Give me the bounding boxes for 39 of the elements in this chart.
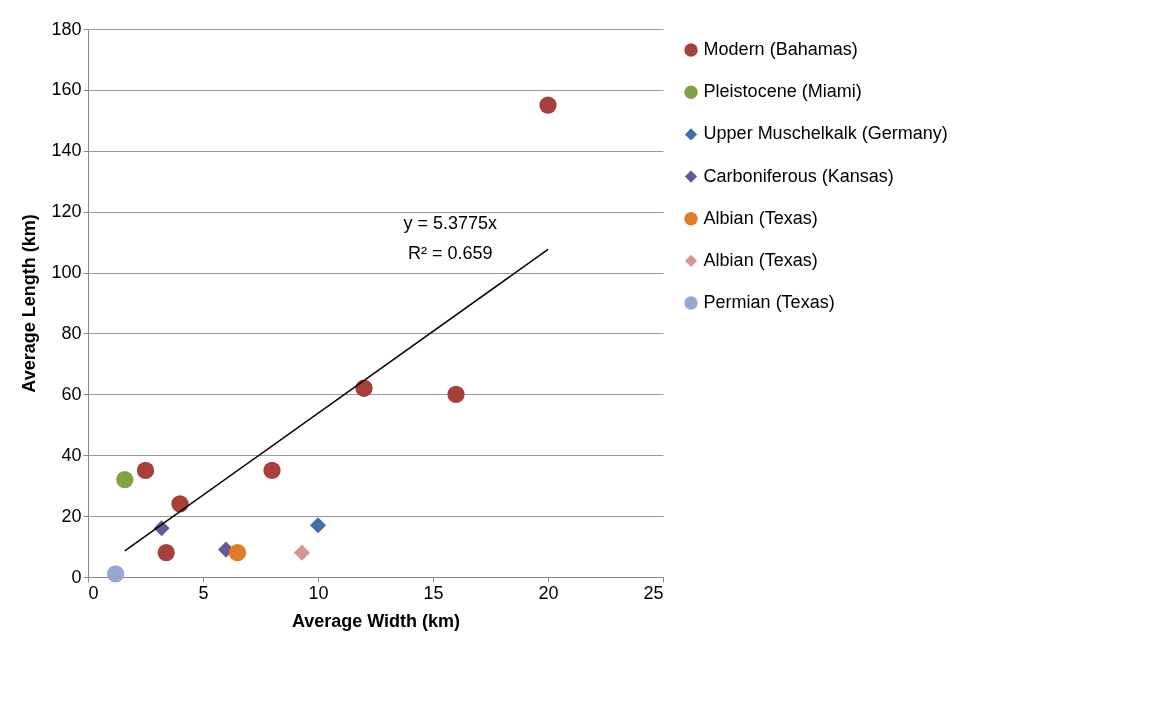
point <box>539 96 557 114</box>
legend-label: Albian (Texas) <box>703 249 818 270</box>
x-tick-label: 25 <box>643 582 664 603</box>
y-tick-label: 120 <box>51 201 82 222</box>
point <box>106 565 125 583</box>
x-tick-label: 0 <box>88 582 99 603</box>
legend-label: Upper Muschelkalk (Germany) <box>703 123 948 144</box>
point <box>228 544 247 562</box>
x-tick-label: 20 <box>538 582 559 603</box>
y-tick-label: 180 <box>51 18 82 39</box>
x-tick-label: 10 <box>308 582 329 603</box>
legend-label: Permian (Texas) <box>703 292 835 312</box>
x-tick-label: 5 <box>198 582 209 603</box>
y-axis-title: Average Length (km) <box>19 214 40 393</box>
y-tick-label: 80 <box>61 322 82 343</box>
point <box>171 495 189 513</box>
y-tick-label: 0 <box>71 566 82 587</box>
x-tick-label: 15 <box>423 582 444 603</box>
y-tick-label: 20 <box>61 505 82 526</box>
point <box>157 544 175 562</box>
annotation: R² = 0.659 <box>407 242 493 263</box>
y-tick-label: 140 <box>51 140 82 161</box>
point <box>355 379 373 397</box>
point <box>116 470 134 489</box>
point <box>309 517 327 534</box>
y-tick-label: 160 <box>51 79 82 100</box>
annotation: y = 5.3775x <box>403 212 498 233</box>
point <box>293 544 310 561</box>
legend-label: Albian (Texas) <box>703 207 818 228</box>
y-tick-label: 60 <box>61 383 82 404</box>
legend-label: Modern (Bahamas) <box>703 39 858 60</box>
y-tick-label: 100 <box>51 262 82 283</box>
point <box>263 461 281 480</box>
y-tick-label: 40 <box>61 444 82 465</box>
point <box>136 461 155 480</box>
legend-label: Carboniferous (Kansas) <box>703 165 894 186</box>
point <box>447 385 465 403</box>
legend-label: Pleistocene (Miami) <box>703 81 862 102</box>
x-axis-title: Average Width (km) <box>291 610 461 631</box>
